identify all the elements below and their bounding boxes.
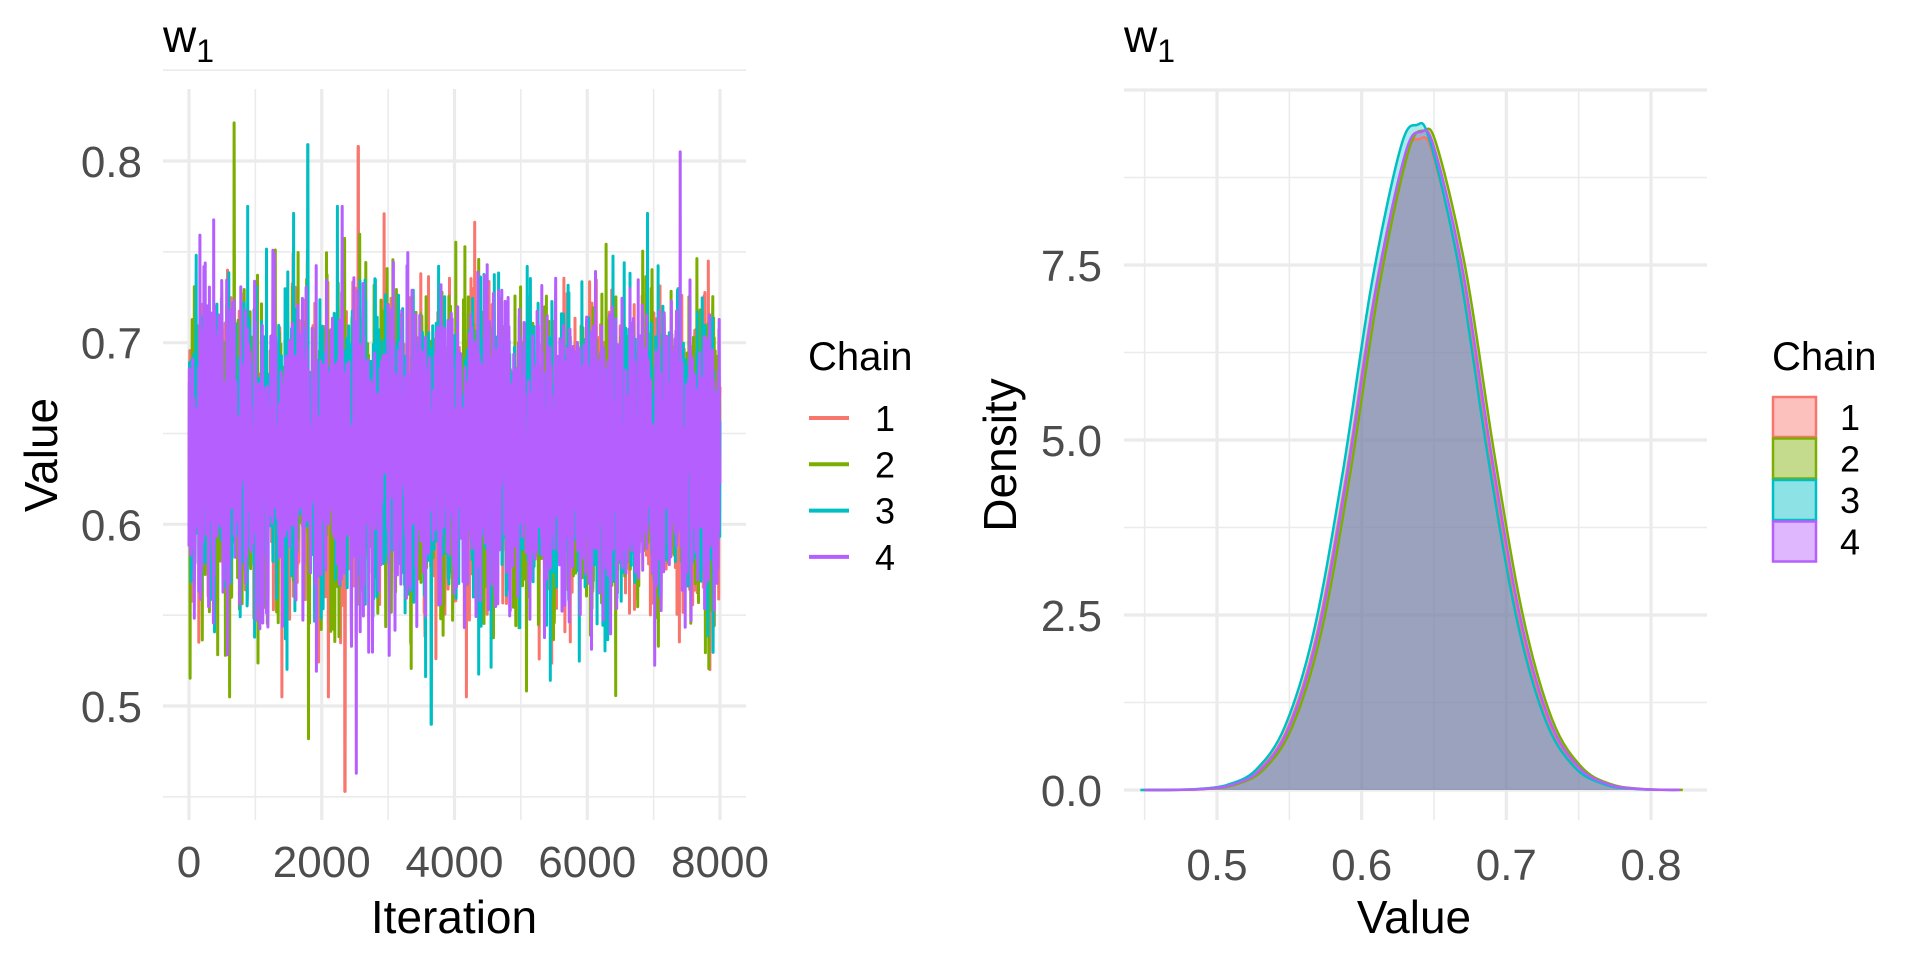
y-tick-label: 0.8 <box>81 138 142 187</box>
x-tick-label: 0.7 <box>1476 841 1537 890</box>
density-area-chain-1 <box>1143 137 1679 791</box>
trace-title: w1 <box>162 10 214 69</box>
y-tick-label: 0.0 <box>1041 767 1102 816</box>
x-tick-label: 6000 <box>538 838 636 887</box>
x-tick-label: 8000 <box>671 838 769 887</box>
legend-key-box-3 <box>1771 478 1818 522</box>
y-tick-label: 2.5 <box>1041 592 1102 641</box>
legend-label: 1 <box>875 398 895 439</box>
legend-label: 4 <box>875 537 895 578</box>
density-x-tick-labels: 0.5 0.6 0.7 0.8 <box>1186 841 1681 890</box>
legend-label: 3 <box>1840 480 1860 521</box>
x-tick-label: 2000 <box>273 838 371 887</box>
legend-label: 2 <box>1840 439 1860 480</box>
density-line-chain-3 <box>1140 121 1676 792</box>
density-area-chain-3 <box>1140 123 1676 790</box>
density-title: w1 <box>1123 10 1175 69</box>
legend-label: 4 <box>1840 522 1860 563</box>
x-tick-label: 4000 <box>406 838 504 887</box>
x-tick-label: 0.5 <box>1186 841 1247 890</box>
y-tick-label: 0.6 <box>81 501 142 550</box>
density-legend-title: Chain <box>1772 335 1877 379</box>
y-tick-label: 0.5 <box>81 683 142 732</box>
trace-x-axis-label: Iteration <box>371 891 537 943</box>
density-y-axis-label: Density <box>974 378 1026 531</box>
density-line-chain-4 <box>1144 128 1680 792</box>
legend-label: 2 <box>875 444 895 485</box>
legend-key-box-2 <box>1771 437 1818 480</box>
y-tick-label: 5.0 <box>1041 417 1102 466</box>
density-area-chain-2 <box>1147 128 1683 790</box>
x-tick-label: 0.8 <box>1620 841 1681 890</box>
trace-legend: Chain 1 2 3 4 <box>808 335 913 578</box>
y-tick-label: 7.5 <box>1041 242 1102 291</box>
density-area-chain-4 <box>1144 130 1680 790</box>
trace-y-axis-label: Value <box>15 398 67 512</box>
y-tick-label: 0.7 <box>81 320 142 369</box>
legend-label: 1 <box>1840 397 1860 438</box>
trace-y-tick-labels: 0.5 0.6 0.7 0.8 <box>81 138 142 732</box>
legend-label: 3 <box>875 491 895 532</box>
density-x-axis-label: Value <box>1357 891 1471 943</box>
density-areas <box>1140 121 1683 792</box>
trace-panel: 0.5 0.6 0.7 0.8 0 2000 4000 6000 8000 w1 Iterat… <box>15 10 913 943</box>
x-tick-label: 0 <box>177 838 201 887</box>
density-panel: 0.0 2.5 5.0 7.5 0.5 0.6 0.7 0.8 w1 Value Densi… <box>974 10 1877 943</box>
legend-key-box-1 <box>1771 395 1818 439</box>
density-gridlines <box>1124 88 1707 820</box>
trace-legend-title: Chain <box>808 335 913 379</box>
trace-lines <box>187 121 722 793</box>
legend-key-box-4 <box>1771 520 1818 563</box>
density-y-tick-labels: 0.0 2.5 5.0 7.5 <box>1041 242 1102 816</box>
trace-x-tick-labels: 0 2000 4000 6000 8000 <box>177 838 769 887</box>
x-tick-label: 0.6 <box>1331 841 1392 890</box>
trace-line-chain-4 <box>187 150 722 775</box>
